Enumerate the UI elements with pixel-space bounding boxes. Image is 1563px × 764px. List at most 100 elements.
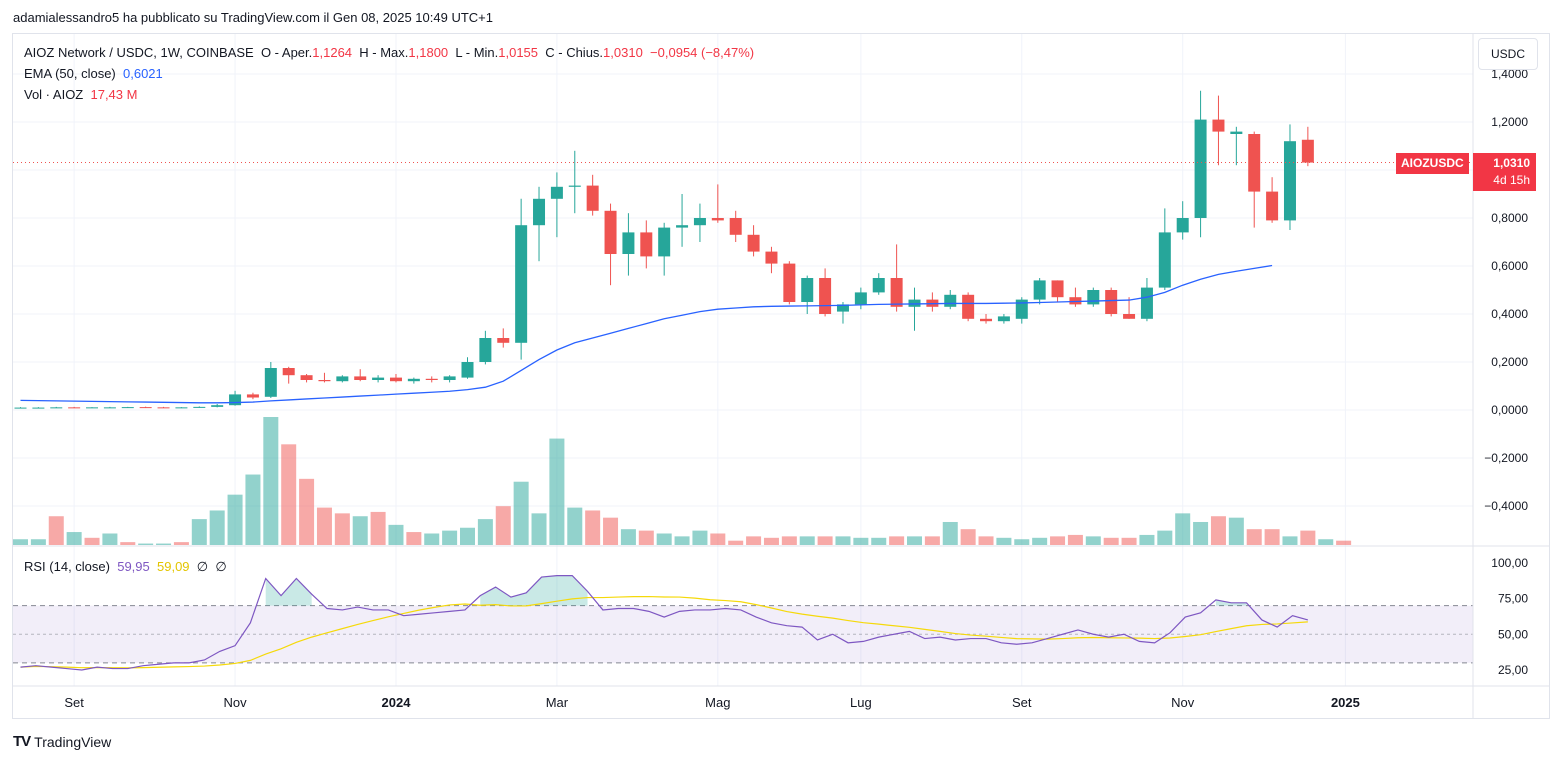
candle-body [1105,290,1118,314]
time-tick-label: Lug [850,695,872,710]
volume-bar [871,537,887,545]
volume-bar [603,517,619,545]
candle-body [246,394,259,398]
candle-body [568,185,581,187]
legend-high: 1,1800 [408,45,449,60]
legend-ema[interactable]: EMA (50, close) 0,6021 [24,66,163,81]
candle-body [1140,287,1153,319]
volume-bar [1121,537,1137,545]
candle-body [229,394,242,406]
candle-body [1051,280,1064,298]
legend-rsi-value: 59,95 [117,559,150,574]
candle-series [14,90,1314,409]
volume-bar [1193,521,1209,545]
volume-bar [209,510,225,545]
volume-bar [710,533,726,545]
candle-body [819,278,832,314]
volume-bar [942,521,958,545]
volume-bar [1228,517,1244,545]
legend-vol-label: Vol · AIOZ [24,87,84,102]
candle-body [622,232,635,254]
price-tick-label: 0,0000 [1491,403,1528,417]
candle-body [139,407,152,409]
candle-body [801,278,814,302]
volume-bar [1246,529,1262,545]
candle-body [854,292,867,305]
time-tick-label: Nov [1171,695,1195,710]
candle-body [103,407,116,409]
candle-body [640,232,653,257]
candle-body [747,234,760,252]
volume-bar [746,536,762,545]
volume-bar [30,539,46,545]
volume-bar [334,513,350,545]
candle-body [354,376,367,380]
volume-bar [585,510,601,545]
legend-open: 1,1264 [312,45,353,60]
rsi-tick-label: 100,00 [1491,556,1528,570]
price-tick-label: 0,4000 [1491,307,1528,321]
candle-body [676,225,689,228]
legend-volume[interactable]: Vol · AIOZ 17,43 M [24,87,137,102]
volume-bar [924,536,940,545]
candle-body [1248,134,1261,192]
candle-body [1266,191,1279,221]
volume-bar [477,519,493,545]
volume-bar [960,529,976,545]
price-tick-label: 0,2000 [1491,355,1528,369]
legend-high-label: H - Max. [359,45,409,60]
volume-bar [352,516,368,545]
candle-body [68,407,81,409]
time-tick-label: 2024 [382,695,412,710]
candle-body [193,406,206,408]
candle-body [336,376,349,382]
candle-body [586,185,599,211]
price-tick-label: 0,8000 [1491,211,1528,225]
legend-rsi[interactable]: RSI (14, close) 59,95 59,09 ∅ ∅ [24,559,227,575]
candle-body [962,294,975,319]
unit-selector[interactable]: USDC [1478,38,1538,70]
candle-body [372,377,385,380]
time-tick-label: 2025 [1331,695,1360,710]
volume-bar [1300,530,1316,545]
candle-body [211,405,224,407]
volume-bar [513,481,529,545]
rsi-series [20,575,1309,671]
volume-bar [620,529,636,545]
price-tick-label: −0,4000 [1484,499,1528,513]
candle-body [1087,290,1100,305]
candle-body [1123,314,1136,319]
rsi-tick-label: 25,00 [1498,663,1528,677]
candle-body [997,316,1010,322]
time-tick-label: Mag [705,695,730,710]
volume-bar [1067,534,1083,545]
rsi-line [20,575,1309,671]
volume-bar [227,494,243,545]
volume-bar [13,539,28,545]
volume-bar [674,536,690,545]
footer-brand[interactable]: TV TradingView [13,733,111,750]
candle-body [282,368,295,376]
candle-body [157,407,170,409]
volume-bar [817,536,833,545]
volume-bar [549,438,565,545]
candle-body [407,378,420,382]
volume-series [13,417,1352,545]
volume-bar [263,417,279,545]
legend-close: 1,0310 [603,45,643,60]
candle-body [890,278,903,307]
candle-body [264,368,277,397]
rsi-overbought-fill [480,575,588,606]
volume-bar [84,537,100,545]
volume-bar [495,506,511,545]
volume-bar [835,536,851,545]
candle-body [783,263,796,302]
grid [13,34,1473,686]
legend-ema-value: 0,6021 [123,66,163,81]
candle-body [1212,119,1225,132]
tradingview-logo-icon: TV [13,733,31,750]
volume-bar [531,513,547,545]
ema-line [13,162,1473,404]
volume-bar [728,540,744,545]
